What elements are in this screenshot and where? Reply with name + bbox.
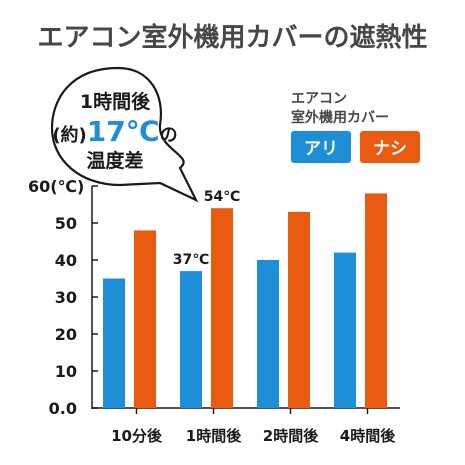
bar <box>288 211 310 408</box>
bar <box>211 208 233 408</box>
legend-heading-line1: エアコン <box>291 91 347 107</box>
legend-heading-line2: 室外機用カバー <box>291 109 389 126</box>
chart-legend: エアコン 室外機用カバー アリ ナシ <box>291 91 420 163</box>
chart-data-labels: 37℃ 54℃ <box>173 189 240 268</box>
chart-title: エアコン室外機用カバーの遮熱性 <box>37 23 428 53</box>
y-tick-label: 10 <box>55 362 77 381</box>
x-tick-label: 10分後 <box>111 427 163 445</box>
y-tick-label: 40 <box>55 251 77 270</box>
bar <box>134 230 156 408</box>
callout-bubble-shape <box>50 66 199 203</box>
x-tick-label: 4時間後 <box>340 427 396 445</box>
callout-line3: 温度差 <box>86 149 143 172</box>
legend-swatch-with <box>291 131 351 163</box>
callout-line1: 1時間後 <box>80 90 151 113</box>
callout-line2-prefix: (約) <box>52 124 86 146</box>
chart-bars <box>103 193 387 408</box>
y-tick-label: 50 <box>55 214 77 233</box>
data-label: 37℃ <box>173 252 209 268</box>
bar <box>365 193 387 408</box>
y-tick-label: 0.0 <box>49 399 77 418</box>
bar <box>103 278 125 408</box>
legend-label-without: ナシ <box>373 139 407 159</box>
x-tick-label: 2時間後 <box>263 427 319 445</box>
y-tick-label: 20 <box>55 325 77 344</box>
legend-label-with: アリ <box>304 139 338 159</box>
y-tick-label: 60(℃) <box>28 177 84 196</box>
bar <box>334 252 356 408</box>
bar <box>257 260 279 408</box>
legend-swatch-without <box>360 131 420 163</box>
data-label: 54℃ <box>204 189 240 205</box>
callout-line2: (約)17℃の <box>52 115 177 148</box>
chart-ticks: 0.0 10 20 30 40 50 60(℃) 10分後 1時間後 2時間後 4時間後 <box>28 177 396 445</box>
y-tick-label: 30 <box>55 288 77 307</box>
x-tick-label: 1時間後 <box>186 427 242 445</box>
bar <box>180 271 202 408</box>
callout-line2-value: 17℃ <box>87 115 160 148</box>
callout-line2-suffix: の <box>160 125 178 146</box>
callout-bubble: 1時間後 (約)17℃の 温度差 <box>50 66 199 203</box>
